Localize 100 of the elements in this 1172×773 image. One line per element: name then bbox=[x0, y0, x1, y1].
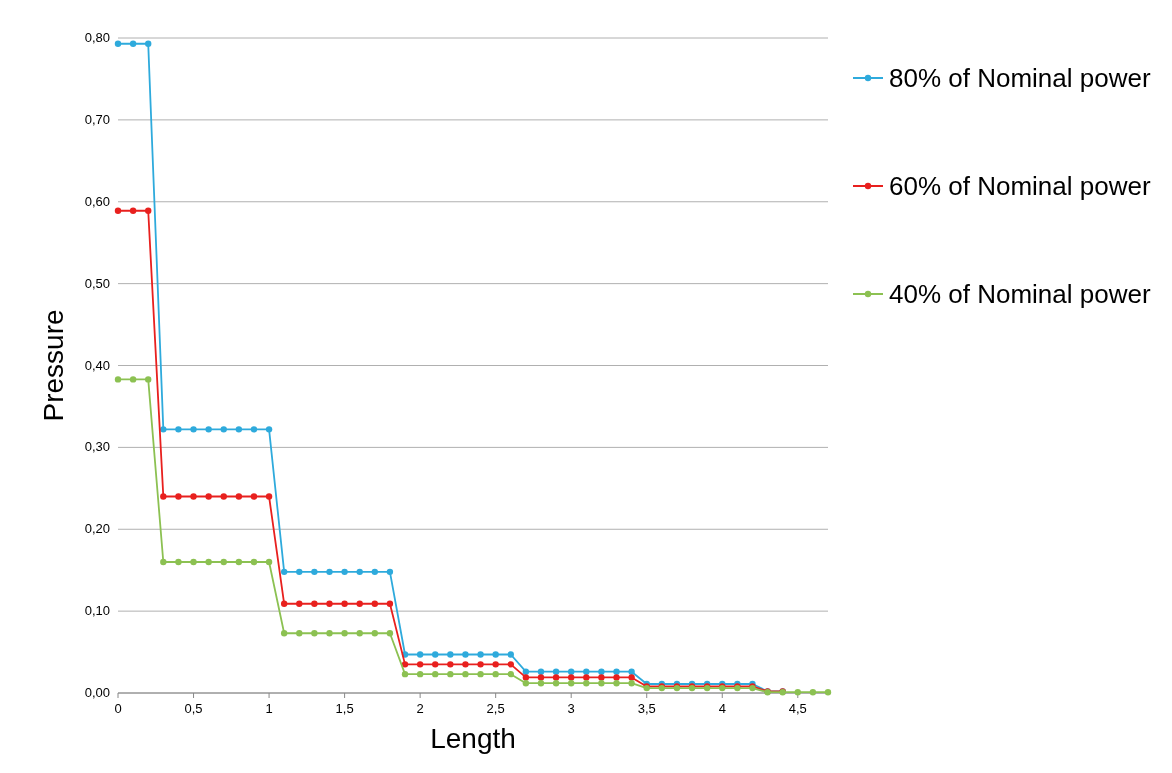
y-tick-label: 0,20 bbox=[84, 521, 110, 537]
point bbox=[432, 661, 439, 668]
point bbox=[129, 207, 137, 214]
point bbox=[250, 493, 258, 500]
y-tick-label: 0,10 bbox=[84, 603, 110, 619]
point bbox=[416, 651, 424, 658]
x-tick-label: 1 bbox=[265, 701, 273, 716]
x-tick-label: 0 bbox=[114, 701, 122, 716]
legend-label: 80% of Nominal power bbox=[889, 63, 1151, 93]
point bbox=[598, 674, 605, 681]
point bbox=[190, 493, 197, 500]
point bbox=[205, 493, 212, 500]
point bbox=[326, 630, 333, 637]
point bbox=[341, 600, 348, 607]
point bbox=[824, 688, 832, 696]
point bbox=[175, 493, 182, 500]
point bbox=[613, 674, 620, 681]
legend-label: 40% of Nominal power bbox=[889, 279, 1151, 309]
x-tick-label: 2,5 bbox=[486, 701, 505, 716]
point bbox=[613, 679, 620, 687]
point bbox=[507, 670, 514, 678]
point bbox=[114, 376, 122, 383]
point bbox=[507, 661, 514, 668]
y-axis-title: Pressure bbox=[38, 309, 69, 422]
point bbox=[492, 661, 499, 668]
point bbox=[311, 600, 318, 607]
point bbox=[129, 376, 137, 383]
point bbox=[190, 426, 197, 433]
point bbox=[326, 600, 333, 607]
x-tick-label: 0,5 bbox=[184, 701, 203, 716]
point bbox=[145, 376, 152, 383]
point bbox=[492, 651, 499, 658]
point bbox=[537, 679, 545, 687]
point bbox=[265, 426, 273, 433]
point bbox=[341, 630, 348, 637]
x-tick-label: 4 bbox=[718, 701, 726, 716]
point bbox=[794, 688, 801, 696]
point bbox=[401, 670, 409, 678]
point bbox=[477, 670, 484, 678]
point bbox=[522, 674, 530, 681]
point bbox=[628, 679, 635, 687]
point bbox=[628, 674, 635, 681]
point bbox=[235, 426, 243, 433]
point bbox=[341, 568, 348, 576]
point bbox=[432, 651, 439, 658]
point bbox=[205, 558, 212, 566]
point bbox=[326, 568, 333, 576]
point bbox=[296, 600, 303, 607]
point bbox=[462, 651, 469, 658]
x-axis-title: Length bbox=[430, 723, 516, 754]
point bbox=[583, 679, 590, 687]
point bbox=[311, 630, 318, 637]
point bbox=[175, 426, 182, 433]
point bbox=[598, 668, 605, 675]
y-tick-label: 0,50 bbox=[84, 275, 110, 291]
point bbox=[567, 679, 575, 687]
point bbox=[522, 668, 530, 675]
y-tick-label: 0,40 bbox=[84, 357, 110, 373]
point bbox=[386, 568, 394, 576]
point bbox=[567, 668, 575, 675]
point bbox=[492, 670, 499, 678]
point bbox=[628, 668, 635, 675]
point bbox=[296, 568, 303, 576]
point bbox=[447, 651, 454, 658]
point bbox=[371, 630, 379, 637]
point bbox=[220, 558, 227, 566]
point bbox=[145, 40, 152, 47]
point bbox=[477, 661, 484, 668]
point bbox=[265, 493, 273, 500]
point bbox=[129, 40, 137, 47]
point bbox=[386, 630, 394, 637]
point bbox=[160, 426, 167, 433]
point bbox=[205, 426, 212, 433]
x-tick-label: 2 bbox=[416, 701, 424, 716]
point bbox=[280, 600, 288, 607]
point bbox=[386, 600, 394, 607]
point bbox=[371, 568, 379, 576]
point bbox=[175, 558, 182, 566]
point bbox=[160, 493, 167, 500]
x-tick-label: 3 bbox=[567, 701, 575, 716]
point bbox=[809, 688, 817, 696]
point bbox=[265, 558, 273, 566]
point bbox=[477, 651, 484, 658]
point bbox=[583, 674, 590, 681]
point bbox=[507, 651, 514, 658]
point bbox=[447, 661, 454, 668]
point bbox=[537, 668, 545, 675]
point bbox=[416, 670, 424, 678]
point bbox=[296, 630, 303, 637]
point bbox=[356, 630, 363, 637]
point bbox=[462, 670, 469, 678]
point bbox=[537, 674, 545, 681]
point bbox=[356, 600, 363, 607]
point bbox=[114, 40, 122, 47]
point bbox=[598, 679, 605, 687]
point bbox=[114, 207, 122, 214]
point bbox=[447, 670, 454, 678]
point bbox=[190, 558, 197, 566]
point bbox=[552, 668, 560, 675]
x-tick-label: 1,5 bbox=[335, 701, 354, 716]
